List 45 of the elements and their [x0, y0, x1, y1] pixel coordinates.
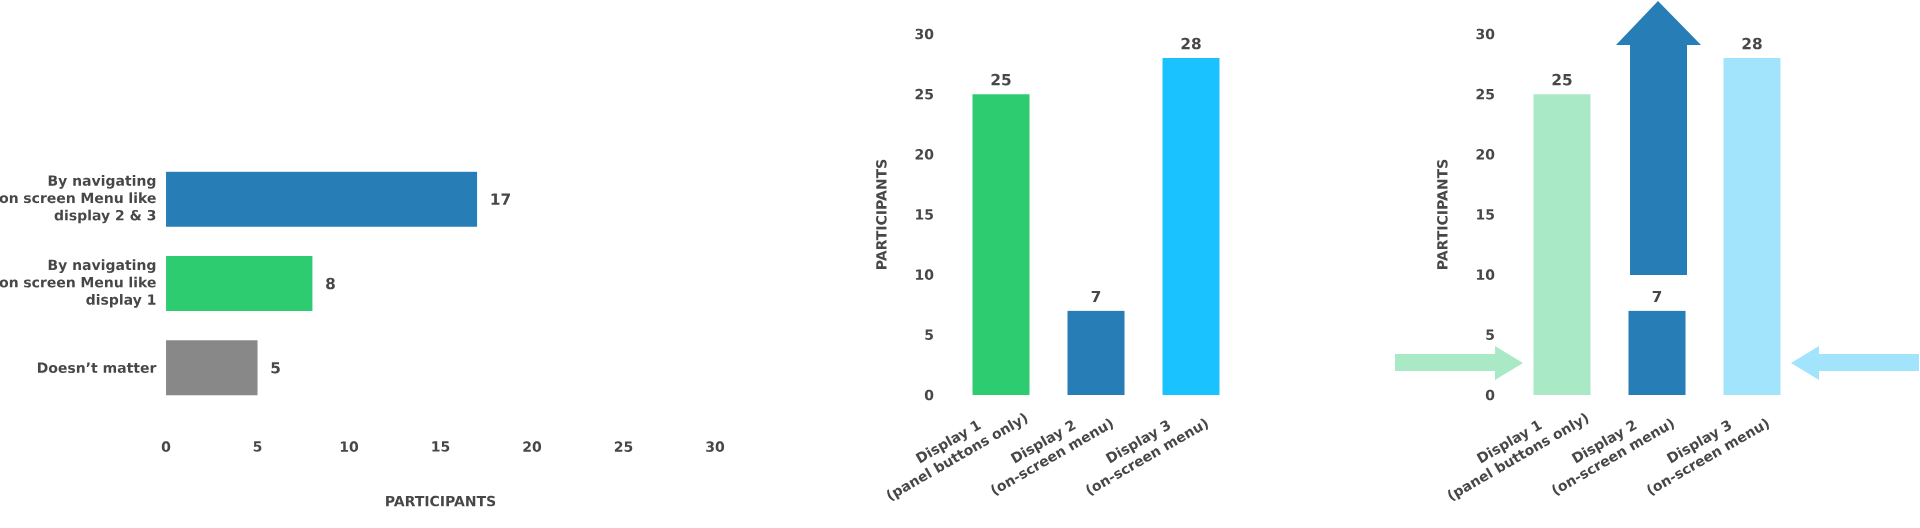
x-tick-label: 30: [706, 441, 725, 452]
y-axis-title: PARTICIPANTS: [1437, 159, 1448, 269]
data-label: 25: [991, 73, 1011, 86]
y-tick-label: 5: [1486, 329, 1494, 341]
y-tick-label: 15: [1477, 209, 1494, 220]
y-tick-label: 0: [1485, 389, 1495, 401]
y-tick-label: 30: [915, 28, 934, 40]
bar: [1533, 94, 1591, 395]
data-label: 5: [271, 362, 280, 374]
bar: [1067, 310, 1125, 395]
y-tick-label: Doesn’t matter: [37, 362, 157, 374]
x-axis-title: PARTICIPANTS: [386, 495, 496, 507]
y-tick-label: 0: [924, 389, 934, 401]
y-tick-label: 10: [916, 269, 934, 280]
x-tick-label: 5: [253, 441, 262, 452]
data-label: 17: [491, 193, 510, 205]
bar: [166, 255, 313, 311]
data-label: 28: [1181, 37, 1201, 50]
data-label: 28: [1742, 37, 1762, 50]
bar: [972, 94, 1030, 395]
data-label: 25: [1552, 73, 1572, 86]
y-tick-label: 20: [915, 149, 934, 160]
y-tick-label: 25: [1476, 88, 1494, 100]
bar: [166, 171, 478, 227]
x-tick-label: 25: [614, 441, 633, 452]
bar: [166, 340, 258, 396]
x-tick-label: 20: [523, 441, 542, 452]
bar: [1162, 58, 1220, 395]
y-axis-title: PARTICIPANTS: [876, 159, 887, 269]
y-tick-label: 25: [915, 88, 933, 100]
y-tick-label: 30: [1476, 28, 1495, 40]
y-tick-label: By navigating on screen Menu like display 1: [0, 259, 156, 308]
data-label: 8: [326, 277, 335, 290]
y-tick-label: 5: [925, 329, 933, 341]
bar: [1628, 310, 1686, 395]
x-tick-label: 10: [340, 441, 359, 452]
y-tick-label: 15: [916, 209, 933, 220]
data-label: 7: [1652, 290, 1662, 303]
data-label: 7: [1091, 290, 1101, 303]
y-tick-label: By navigating on screen Menu like display 2 & 3: [0, 175, 156, 224]
y-tick-label: 10: [1477, 269, 1495, 280]
x-tick-label: 15: [432, 441, 450, 452]
y-tick-label: 20: [1476, 149, 1495, 160]
bar: [1723, 58, 1781, 395]
x-tick-label: 0: [161, 441, 171, 452]
